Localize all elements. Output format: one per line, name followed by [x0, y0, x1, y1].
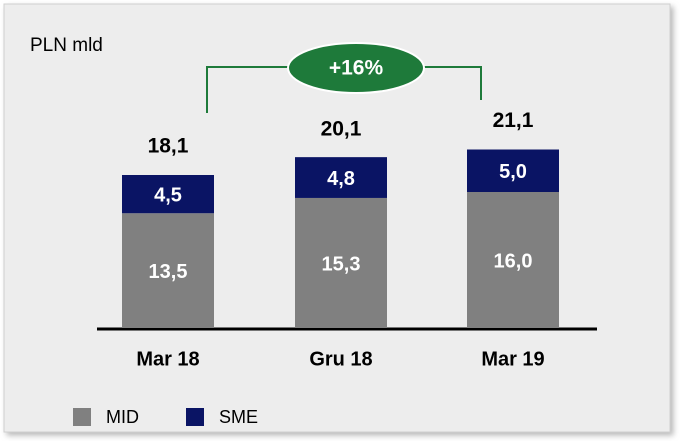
- bar-segment: [467, 149, 559, 192]
- value-label: 5,0: [499, 161, 527, 183]
- value-label: 16,0: [494, 250, 533, 272]
- bracket: [206, 66, 288, 113]
- legend-label: MID: [106, 407, 139, 427]
- total-label: 18,1: [148, 135, 189, 158]
- bar-segment: [122, 213, 214, 328]
- bar-segment: [295, 197, 387, 328]
- value-label: 13,5: [149, 261, 188, 283]
- bar-segment: [122, 175, 214, 214]
- total-label: 21,1: [493, 109, 534, 132]
- value-label: 4,5: [154, 184, 182, 206]
- unit-label: PLN mld: [30, 35, 103, 56]
- x-tick-label: Gru 18: [309, 348, 372, 370]
- legend-label: SME: [219, 407, 258, 427]
- x-tick-label: Mar 19: [481, 348, 544, 370]
- bar-segment: [467, 192, 559, 328]
- total-label: 20,1: [321, 118, 362, 141]
- bracket: [424, 66, 482, 100]
- annotation: +16%: [329, 57, 384, 80]
- legend-swatch: [186, 408, 204, 426]
- value-label: 4,8: [327, 168, 355, 190]
- legend-swatch: [73, 408, 91, 426]
- value-label: 15,3: [322, 253, 361, 275]
- annotation-badge: [287, 42, 425, 94]
- x-tick-label: Mar 18: [136, 348, 199, 370]
- bar-segment: [295, 157, 387, 198]
